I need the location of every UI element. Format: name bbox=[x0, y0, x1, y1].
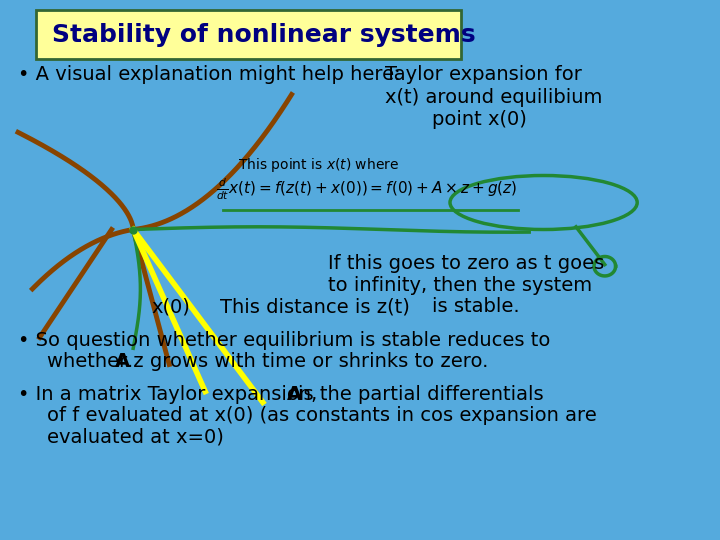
Text: A: A bbox=[287, 384, 302, 404]
Text: to infinity, then the system: to infinity, then the system bbox=[328, 275, 592, 295]
Text: Taylor expansion for: Taylor expansion for bbox=[385, 65, 582, 84]
Text: Stability of nonlinear systems: Stability of nonlinear systems bbox=[52, 23, 475, 46]
Text: x(0): x(0) bbox=[151, 297, 190, 316]
FancyBboxPatch shape bbox=[36, 10, 461, 59]
Text: whether: whether bbox=[47, 352, 133, 372]
Text: of f evaluated at x(0) (as constants in cos expansion are: of f evaluated at x(0) (as constants in … bbox=[47, 406, 597, 426]
Text: This distance is z(t): This distance is z(t) bbox=[220, 297, 410, 316]
Text: • So question whether equilibrium is stable reduces to: • So question whether equilibrium is sta… bbox=[18, 330, 550, 350]
Text: is stable.: is stable. bbox=[432, 297, 520, 316]
Text: point x(0): point x(0) bbox=[432, 110, 527, 130]
Text: A: A bbox=[115, 352, 130, 372]
Text: If this goes to zero as t goes: If this goes to zero as t goes bbox=[328, 254, 604, 273]
Text: • In a matrix Taylor expansion,: • In a matrix Taylor expansion, bbox=[18, 384, 318, 404]
Text: • A visual explanation might help here:: • A visual explanation might help here: bbox=[18, 65, 400, 84]
Text: This point is $x(t)$ where: This point is $x(t)$ where bbox=[238, 156, 399, 174]
Text: .z grows with time or shrinks to zero.: .z grows with time or shrinks to zero. bbox=[127, 352, 488, 372]
Text: x(t) around equilibium: x(t) around equilibium bbox=[385, 87, 603, 107]
Text: is the partial differentials: is the partial differentials bbox=[298, 384, 544, 404]
Text: $\frac{d}{dt}x(t)= f(z(t)+x(0))= f(0)+A\times z+g(z)$: $\frac{d}{dt}x(t)= f(z(t)+x(0))= f(0)+A\… bbox=[216, 176, 518, 202]
Text: evaluated at x=0): evaluated at x=0) bbox=[47, 428, 224, 447]
